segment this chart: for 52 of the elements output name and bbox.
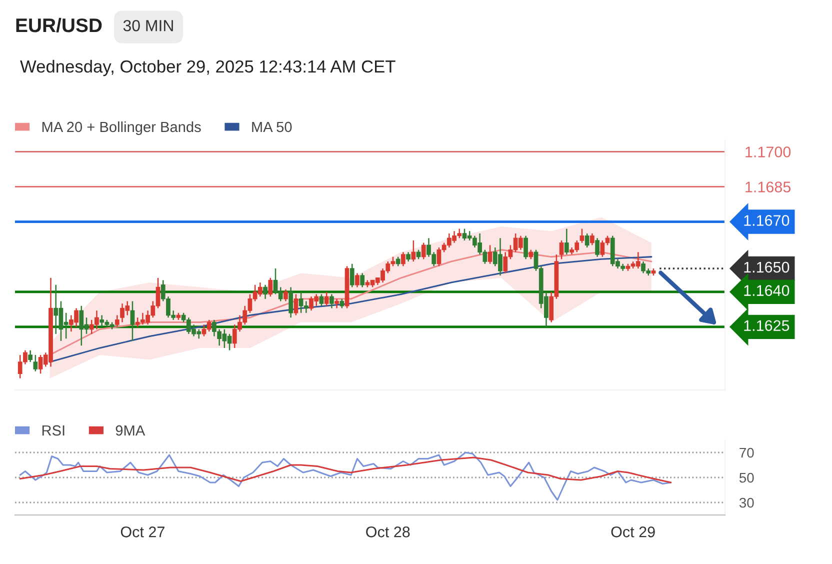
candlestick (421, 242, 426, 260)
candlestick (334, 298, 339, 309)
candlestick (263, 284, 268, 300)
candlestick (288, 286, 294, 318)
y-tick-label: 30 (739, 498, 754, 508)
candlestick (584, 232, 590, 248)
candlestick (595, 238, 600, 258)
legend-label: RSI (42, 425, 64, 436)
candlestick (564, 228, 569, 256)
legend-label: MA 50 (252, 122, 292, 132)
candlestick (340, 298, 344, 309)
ref-line-label: 1.1670 (744, 215, 790, 226)
candlestick (130, 300, 135, 342)
candlestick (396, 256, 400, 267)
candlestick (319, 294, 324, 307)
candlestick (401, 252, 406, 267)
text: 30 MIN (123, 20, 173, 32)
candlestick (268, 277, 273, 298)
candlestick (411, 240, 416, 262)
line-series (19, 452, 672, 501)
y-tick-label: 1.1700 (746, 146, 791, 158)
candlestick (590, 232, 594, 246)
candlestick (406, 252, 410, 262)
candlestick (360, 272, 365, 288)
legend-label: 9MA (116, 425, 146, 436)
line-series (19, 456, 672, 484)
candlestick (488, 244, 492, 264)
ref-line-label: 1.1650 (744, 262, 790, 273)
candlestick (284, 288, 288, 302)
candlestick (580, 228, 584, 244)
candlestick (350, 263, 354, 288)
candlestick (559, 240, 564, 260)
ref-line-label: 1.1625 (744, 320, 790, 332)
x-tick-label: Oct 28 (366, 526, 410, 538)
chart-subtitle: Wednesday, October 29, 2025 12:43:14 AM CET (20, 60, 396, 76)
candlestick (28, 350, 33, 363)
legend-label: MA 20 + Bollinger Bands (42, 121, 201, 135)
candlestick (524, 235, 528, 260)
candlestick (294, 294, 298, 316)
candlestick (324, 291, 329, 307)
candlestick (114, 314, 120, 328)
y-tick-label: 50 (739, 472, 754, 483)
candlestick (528, 249, 534, 260)
y-tick-label: 1.1685 (746, 182, 791, 192)
x-tick-label: Oct 29 (611, 526, 655, 538)
candlestick (33, 354, 38, 372)
chart-title: EUR/USD (16, 18, 102, 32)
candlestick (355, 272, 360, 288)
x-tick-label: Oct 27 (120, 526, 164, 538)
y-tick-label: 70 (740, 448, 754, 458)
candlestick (330, 294, 334, 309)
ref-line-label: 1.1640 (744, 285, 790, 296)
